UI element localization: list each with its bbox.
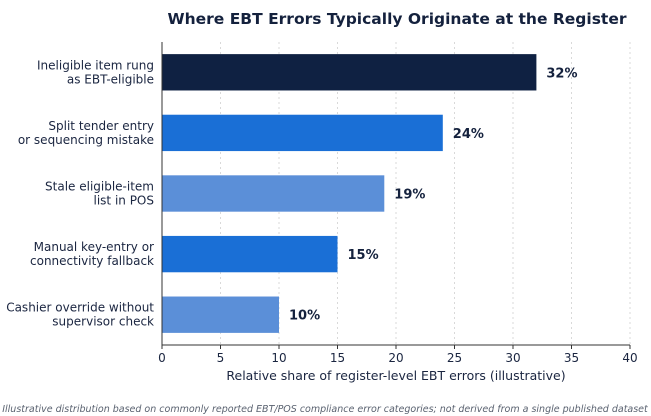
- x-tick-label: 25: [447, 351, 462, 365]
- category-label: Cashier override without: [6, 301, 154, 315]
- category-label: Stale eligible-item: [45, 180, 154, 194]
- x-tick-label: 35: [564, 351, 579, 365]
- x-tick-label: 30: [505, 351, 520, 365]
- category-label: connectivity fallback: [30, 254, 154, 268]
- category-label: as EBT-eligible: [67, 72, 154, 86]
- x-axis-label: Relative share of register-level EBT err…: [226, 368, 565, 383]
- x-tick-label: 40: [622, 351, 637, 365]
- x-tick-label: 5: [217, 351, 225, 365]
- bar: [162, 114, 443, 152]
- category-label: supervisor check: [52, 315, 154, 329]
- category-label: Manual key-entry or: [34, 240, 154, 254]
- data-label: 24%: [453, 127, 484, 142]
- data-labels: 32% 24% 19% 15% 10%: [289, 66, 578, 323]
- data-label: 32%: [546, 66, 577, 81]
- x-axis-ticks: 0 5 10 15 20 25 30 35 40: [158, 345, 638, 365]
- bar: [162, 175, 385, 212]
- chart-title: Where EBT Errors Typically Originate at …: [168, 10, 627, 28]
- category-label: Ineligible item rung: [37, 58, 154, 72]
- data-label: 15%: [348, 248, 379, 263]
- category-label: or sequencing mistake: [18, 133, 154, 147]
- bar: [162, 296, 279, 333]
- bar: [162, 54, 537, 91]
- bar: [162, 235, 338, 273]
- x-tick-label: 15: [330, 351, 345, 365]
- category-label: Split tender entry: [48, 119, 154, 133]
- bars: [162, 54, 537, 333]
- x-tick-label: 20: [388, 351, 403, 365]
- data-label: 19%: [394, 188, 425, 203]
- footnote: Illustrative distribution based on commo…: [2, 404, 649, 415]
- category-label: list in POS: [94, 194, 155, 208]
- x-tick-label: 10: [271, 351, 286, 365]
- x-tick-label: 0: [158, 351, 166, 365]
- data-label: 10%: [289, 309, 320, 324]
